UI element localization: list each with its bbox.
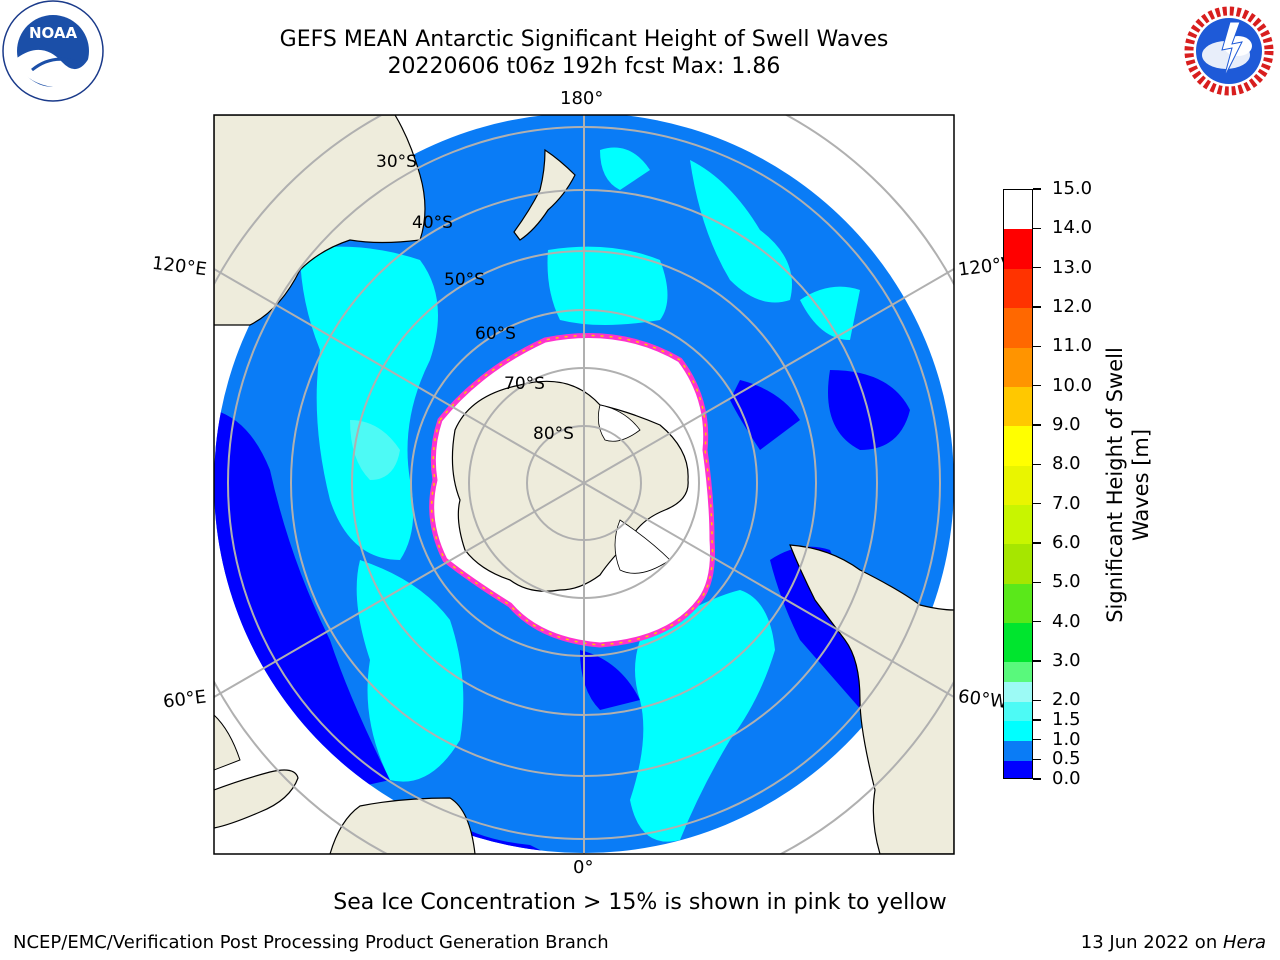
africa xyxy=(329,797,476,854)
noaa-logo: NOAA xyxy=(2,0,104,102)
colorbar-tick-label: 0.5 xyxy=(1052,748,1081,770)
lon-label-180: 180° xyxy=(560,88,604,109)
colorbar-band xyxy=(1004,347,1032,388)
colorbar-tick-label: 8.0 xyxy=(1052,453,1081,475)
colorbar-tick-label: 3.0 xyxy=(1052,650,1081,671)
south-america xyxy=(789,544,954,854)
lat-label-80s: 80°S xyxy=(533,424,574,444)
colorbar-tick-label: 5.0 xyxy=(1052,571,1081,593)
colorbar-tick xyxy=(1033,581,1041,584)
noaa-logo-text: NOAA xyxy=(29,24,78,42)
new-zealand xyxy=(513,148,576,241)
colorbar-tick xyxy=(1033,266,1041,269)
colorbar xyxy=(1003,189,1033,779)
colorbar-tick-label: 14.0 xyxy=(1052,217,1093,239)
colorbar-tick-label: 9.0 xyxy=(1052,414,1081,435)
colorbar-band xyxy=(1004,386,1032,427)
colorbar-tick-label: 0.0 xyxy=(1052,768,1081,789)
colorbar-tick xyxy=(1033,542,1041,544)
colorbar-band xyxy=(1004,583,1032,624)
colorbar-tick xyxy=(1033,424,1041,426)
lat-label-30s: 30°S xyxy=(376,152,417,172)
colorbar-tick-label: 15.0 xyxy=(1052,178,1093,199)
date-stamp: 13 Jun 2022 on Hera xyxy=(1081,932,1266,953)
host-name: Hera xyxy=(1222,932,1266,953)
colorbar-tick xyxy=(1033,384,1041,387)
sea-ice-note: Sea Ice Concentration > 15% is shown in … xyxy=(333,890,947,915)
colorbar-tick-label: 2.0 xyxy=(1052,689,1081,711)
colorbar-tick xyxy=(1033,306,1041,308)
colorbar-tick xyxy=(1033,502,1041,505)
colorbar-tick-label: 13.0 xyxy=(1052,256,1093,278)
swell-region-indian-ocean xyxy=(300,246,438,560)
colorbar-tick-label: 10.0 xyxy=(1052,374,1093,396)
nws-logo xyxy=(1180,2,1278,100)
colorbar-band xyxy=(1004,268,1032,309)
lon-label-0: 0° xyxy=(573,857,594,878)
meridians xyxy=(214,115,954,854)
colorbar-band xyxy=(1004,681,1032,702)
colorbar-tick xyxy=(1033,227,1041,230)
chart-subtitle: 20220606 t06z 192h fcst Max: 1.86 xyxy=(387,54,781,79)
lat-label-70s: 70°S xyxy=(504,374,545,394)
colorbar-band xyxy=(1004,721,1032,742)
colorbar-band xyxy=(1004,426,1032,466)
colorbar-title-line2: Waves [m] xyxy=(1129,428,1153,542)
colorbar-title-line1: Significant Height of Swell xyxy=(1103,347,1127,623)
colorbar-tick xyxy=(1033,758,1041,761)
colorbar-tick-label: 7.0 xyxy=(1052,492,1081,514)
colorbar-band xyxy=(1004,465,1032,506)
colorbar-tick xyxy=(1033,463,1041,466)
lat-label-50s: 50°S xyxy=(444,270,485,290)
colorbar-band xyxy=(1004,622,1032,663)
chart-title: GEFS MEAN Antarctic Significant Height o… xyxy=(279,27,889,52)
colorbar-tick xyxy=(1033,660,1041,662)
colorbar-tick-label: 1.5 xyxy=(1052,709,1081,730)
colorbar-tick xyxy=(1033,188,1041,190)
colorbar-tick-label: 11.0 xyxy=(1052,335,1093,357)
swell-region-south-atlantic xyxy=(630,590,775,842)
colorbar-tick xyxy=(1033,620,1041,623)
colorbar-tick-label: 4.0 xyxy=(1052,610,1081,632)
colorbar-tick xyxy=(1033,345,1041,348)
colorbar-band xyxy=(1004,701,1032,722)
colorbar-band xyxy=(1004,308,1032,348)
colorbar-band xyxy=(1004,504,1032,545)
map-border xyxy=(213,114,955,855)
colorbar-tick-label: 1.0 xyxy=(1052,728,1081,750)
colorbar-tick xyxy=(1033,778,1041,780)
colorbar-band xyxy=(1004,544,1032,584)
lat-label-60s: 60°S xyxy=(475,324,516,344)
colorbar-band xyxy=(1004,760,1032,778)
madagascar xyxy=(214,769,299,829)
colorbar-band xyxy=(1004,662,1032,683)
colorbar-band xyxy=(1004,740,1032,761)
colorbar-tick xyxy=(1033,699,1041,702)
colorbar-tick-label: 12.0 xyxy=(1052,296,1093,317)
colorbar-tick xyxy=(1033,719,1041,721)
lat-label-40s: 40°S xyxy=(412,213,453,233)
australia xyxy=(214,115,426,326)
colorbar-tick xyxy=(1033,738,1041,741)
colorbar-tick-label: 6.0 xyxy=(1052,532,1081,553)
credit-text: NCEP/EMC/Verification Post Processing Pr… xyxy=(13,932,609,953)
colorbar-band xyxy=(1004,229,1032,270)
date-text: 13 Jun 2022 on xyxy=(1080,932,1223,953)
